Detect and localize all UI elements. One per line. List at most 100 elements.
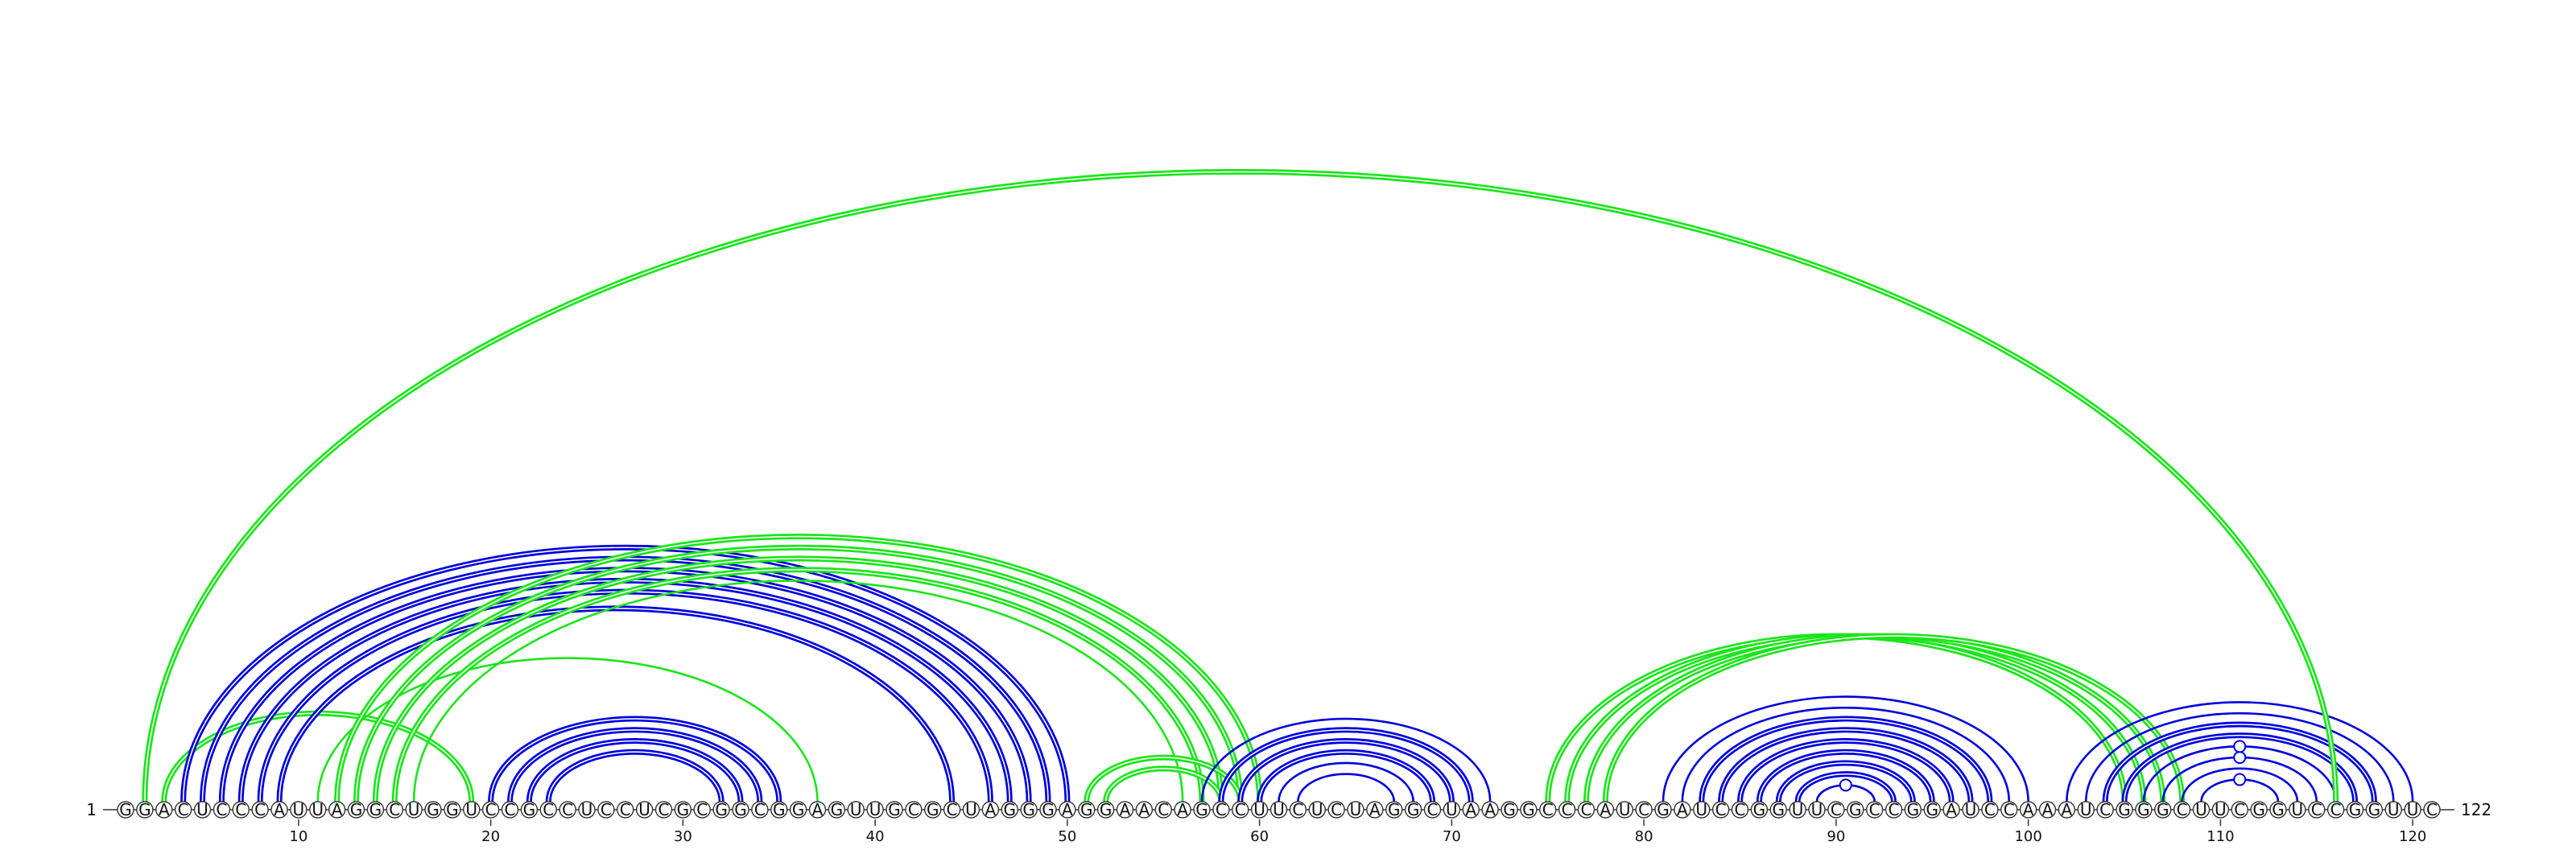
svg-text:G: G <box>1657 800 1670 819</box>
svg-text:G: G <box>1773 800 1785 819</box>
position-axis: 10 20 30 40 50 60 70 80 90 100 110 120 <box>289 819 2426 845</box>
arc-86-95 <box>1756 749 1935 802</box>
arc-105-117 <box>2121 732 2358 802</box>
tick-30: 30 <box>674 819 692 845</box>
nucleotide-18: G <box>444 800 461 819</box>
nucleotide-78: A <box>1596 800 1615 819</box>
nucleotide-104: C <box>2096 800 2114 819</box>
arc-104-118 <box>2102 721 2377 802</box>
svg-text:A: A <box>812 800 824 819</box>
nucleotide-55: C <box>1154 800 1172 819</box>
nucleotide-11: U <box>309 800 327 819</box>
tick-90: 90 <box>1827 819 1845 845</box>
nucleotide-52: G <box>1096 800 1115 819</box>
arc-marker-109-113 <box>2233 773 2247 786</box>
nucleotide-35: G <box>770 800 788 819</box>
arc-52-58 <box>1103 765 1224 802</box>
svg-text:A: A <box>1600 800 1612 819</box>
arc-81-100 <box>1662 695 2029 802</box>
nucleotide-33: G <box>732 800 749 819</box>
nucleotide-87: G <box>1769 800 1787 819</box>
nucleotide-32: G <box>712 800 730 819</box>
nucleotide-105: G <box>2116 800 2133 819</box>
nucleotide-120: U <box>2404 800 2421 819</box>
nucleotide-1: G <box>117 800 134 819</box>
nucleotide-98: C <box>1981 800 1999 819</box>
nucleotide-9: A <box>270 800 288 819</box>
svg-text:G: G <box>1503 800 1516 819</box>
svg-text:C: C <box>543 800 554 819</box>
svg-text:G: G <box>677 800 690 819</box>
svg-text:U: U <box>869 800 881 819</box>
nucleotide-70: U <box>1443 800 1461 819</box>
nucleotide-79: U <box>1616 800 1633 819</box>
svg-text:G: G <box>888 800 901 819</box>
svg-text:90: 90 <box>1827 828 1845 845</box>
svg-text:G: G <box>1522 800 1535 819</box>
arc-83-98 <box>1699 716 1993 802</box>
nucleotide-46: A <box>981 800 1000 819</box>
svg-text:C: C <box>2426 800 2438 819</box>
svg-text:U: U <box>1811 800 1823 819</box>
arc-59-70 <box>1237 737 1455 802</box>
nucleotide-34: C <box>751 800 769 819</box>
nucleotide-108: C <box>2173 800 2191 819</box>
svg-text:G: G <box>1080 800 1093 819</box>
arc-16-56 <box>412 580 1184 802</box>
svg-text:60: 60 <box>1250 828 1269 845</box>
nucleotide-26: C <box>597 800 615 819</box>
arc-87-94 <box>1775 760 1916 802</box>
nucleotide-80: C <box>1635 800 1653 819</box>
svg-text:100: 100 <box>2014 828 2041 845</box>
svg-text:C: C <box>389 800 400 819</box>
svg-text:G: G <box>1022 800 1035 819</box>
nucleotide-36: G <box>789 800 807 819</box>
nucleotide-40: U <box>866 800 884 819</box>
nucleotide-77: C <box>1577 800 1596 819</box>
svg-text:G: G <box>773 800 786 819</box>
nucleotide-90: C <box>1827 800 1845 819</box>
nucleotide-15: C <box>386 800 403 819</box>
svg-text:A: A <box>1177 800 1188 819</box>
nucleotide-56: A <box>1174 800 1191 819</box>
svg-text:U: U <box>408 800 420 819</box>
svg-text:C: C <box>1831 800 1842 819</box>
arc-108-114 <box>2181 767 2299 802</box>
nucleotide-63: U <box>1308 800 1326 819</box>
svg-text:A: A <box>1677 800 1688 819</box>
svg-text:C: C <box>1581 800 1592 819</box>
tick-60: 60 <box>1250 819 1269 845</box>
tick-80: 80 <box>1635 819 1653 845</box>
nucleotide-69: C <box>1423 800 1442 819</box>
svg-text:C: C <box>1158 800 1169 819</box>
nucleotide-67: G <box>1385 800 1403 819</box>
nucleotide-21: C <box>501 800 519 819</box>
arc-11-37 <box>316 657 819 802</box>
svg-text:U: U <box>1253 800 1265 819</box>
nucleotide-12: A <box>328 800 346 819</box>
svg-text:G: G <box>369 800 382 819</box>
nucleotide-5: U <box>193 800 212 819</box>
arc-85-96 <box>1737 737 1955 802</box>
nucleotide-29: C <box>654 800 673 819</box>
svg-text:C: C <box>696 800 708 819</box>
nucleotide-97: U <box>1962 800 1979 819</box>
svg-text:C: C <box>658 800 670 819</box>
tick-20: 20 <box>481 819 500 845</box>
svg-text:C: C <box>2330 800 2342 819</box>
arc-14-58 <box>372 555 1224 802</box>
svg-text:C: C <box>1235 800 1246 819</box>
nucleotide-13: G <box>347 800 365 819</box>
arc-23-32 <box>545 749 724 802</box>
svg-text:G: G <box>2368 800 2381 819</box>
arc-103-119 <box>2084 712 2395 802</box>
nucleotide-64: C <box>1327 800 1345 819</box>
svg-text:U: U <box>2388 800 2400 819</box>
nucleotide-59: C <box>1232 800 1249 819</box>
nucleotide-23: C <box>539 800 557 819</box>
arc-4-50 <box>180 544 1071 802</box>
nucleotide-45: U <box>962 800 980 819</box>
svg-text:G: G <box>350 800 363 819</box>
svg-text:G: G <box>1907 800 1920 819</box>
svg-text:U: U <box>465 800 477 819</box>
